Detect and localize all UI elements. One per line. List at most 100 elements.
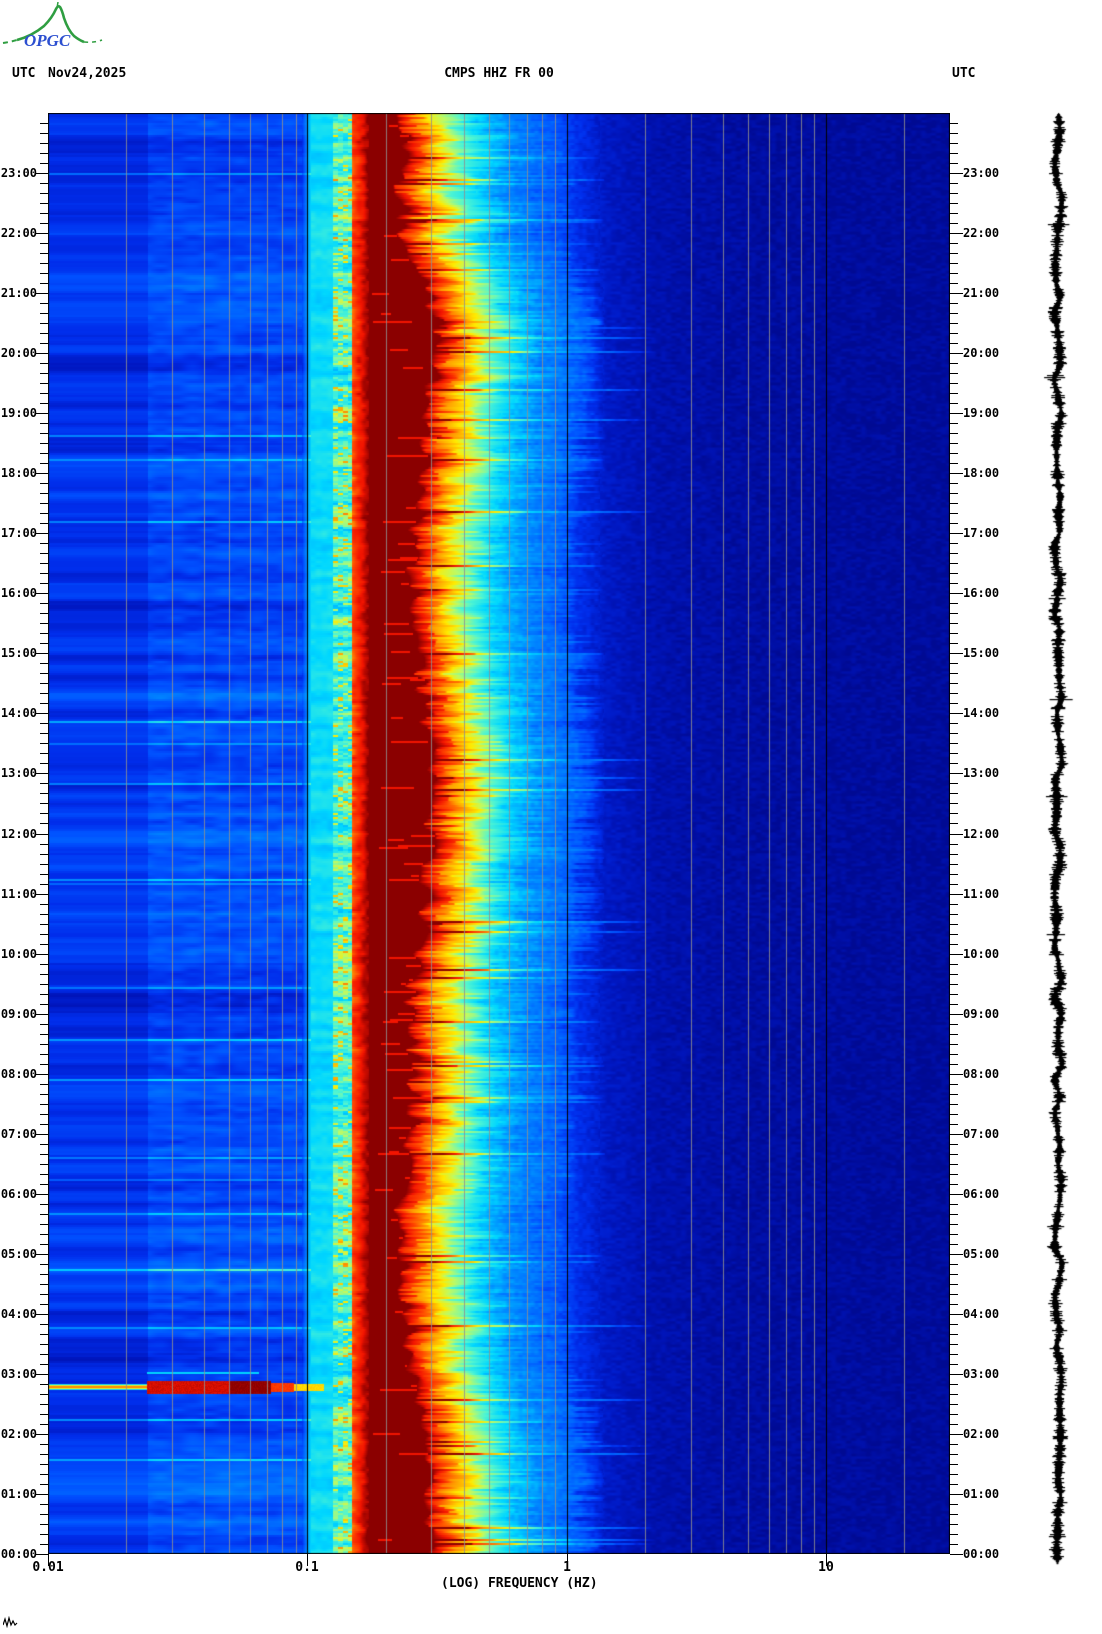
axis-tick (950, 994, 958, 995)
axis-tick (950, 1274, 958, 1275)
axis-tick (950, 984, 958, 985)
axis-tick (40, 1544, 48, 1545)
axis-tick (40, 553, 48, 554)
axis-tick (40, 994, 48, 995)
axis-tick (950, 753, 958, 754)
axis-tick (40, 323, 48, 324)
hour-label-right: 17:00 (963, 526, 1000, 540)
axis-tick (950, 363, 958, 364)
axis-tick (950, 793, 958, 794)
axis-tick (950, 1074, 963, 1075)
axis-tick (950, 603, 958, 604)
axis-tick (950, 1534, 958, 1535)
hour-label-right: 16:00 (963, 586, 1000, 600)
axis-tick (35, 1434, 48, 1435)
axis-tick (40, 854, 48, 855)
axis-tick (40, 984, 48, 985)
axis-tick (40, 213, 48, 214)
axis-tick (950, 223, 958, 224)
axis-tick (950, 183, 958, 184)
hour-label-left: 12:00 (0, 827, 37, 841)
logo-mountain-path (16, 5, 85, 44)
axis-tick (40, 453, 48, 454)
axis-tick (40, 203, 48, 204)
axis-tick (40, 1244, 48, 1245)
axis-tick (950, 844, 958, 845)
axis-tick (950, 513, 958, 514)
axis-tick (40, 303, 48, 304)
hour-label-left: 08:00 (0, 1067, 37, 1081)
hour-label-right: 15:00 (963, 646, 1000, 660)
axis-tick (35, 173, 48, 174)
axis-tick (40, 783, 48, 784)
spectrogram-heatmap (48, 113, 950, 1554)
logo-mountain-right-dash (83, 39, 103, 44)
axis-tick (950, 1504, 958, 1505)
page-title: CMPS HHZ FR 00 (444, 66, 554, 81)
axis-tick (307, 1554, 308, 1566)
axis-tick (40, 633, 48, 634)
hour-label-left: 23:00 (0, 166, 37, 180)
axis-tick (40, 743, 48, 744)
axis-tick (35, 353, 48, 354)
axis-tick (950, 453, 958, 454)
x-axis-title: (LOG) FREQUENCY (HZ) (441, 1576, 598, 1591)
axis-tick (40, 1334, 48, 1335)
axis-tick (950, 1134, 963, 1135)
axis-tick (40, 163, 48, 164)
axis-tick (40, 1404, 48, 1405)
hour-label-right: 12:00 (963, 827, 1000, 841)
axis-tick (950, 1154, 958, 1155)
axis-tick (40, 143, 48, 144)
axis-tick (950, 1404, 958, 1405)
axis-tick (950, 613, 958, 614)
axis-tick (35, 834, 48, 835)
axis-tick (40, 884, 48, 885)
axis-tick (40, 1144, 48, 1145)
axis-tick (950, 1164, 958, 1165)
axis-tick (950, 333, 958, 334)
hour-label-right: 02:00 (963, 1427, 1000, 1441)
axis-tick (950, 1124, 958, 1125)
axis-tick (40, 513, 48, 514)
hour-label-right: 13:00 (963, 766, 1000, 780)
hour-label-left: 00:00 (0, 1547, 37, 1561)
axis-tick (40, 1274, 48, 1275)
axis-tick (40, 1304, 48, 1305)
axis-tick (950, 1384, 958, 1385)
axis-tick (950, 193, 958, 194)
axis-tick (35, 1554, 48, 1555)
axis-tick (40, 1324, 48, 1325)
axis-tick (40, 193, 48, 194)
axis-tick (950, 153, 958, 154)
axis-tick (950, 1014, 963, 1015)
axis-tick (950, 463, 958, 464)
axis-tick (950, 1314, 963, 1315)
axis-tick (40, 603, 48, 604)
axis-tick (40, 133, 48, 134)
axis-tick (40, 543, 48, 544)
axis-tick (950, 1204, 958, 1205)
axis-tick (950, 1394, 958, 1395)
axis-tick (40, 403, 48, 404)
axis-tick (950, 1214, 958, 1215)
axis-tick (40, 1444, 48, 1445)
axis-tick (950, 1184, 958, 1185)
axis-tick (40, 1104, 48, 1105)
axis-tick (950, 733, 958, 734)
axis-tick (40, 423, 48, 424)
axis-tick (40, 844, 48, 845)
hour-label-left: 22:00 (0, 226, 37, 240)
axis-tick (950, 1374, 963, 1375)
axis-tick (40, 1284, 48, 1285)
axis-tick (950, 1194, 963, 1195)
hour-label-right: 10:00 (963, 947, 1000, 961)
hour-label-right: 09:00 (963, 1007, 1000, 1021)
axis-tick (950, 743, 958, 744)
axis-tick (950, 213, 958, 214)
hour-label-left: 03:00 (0, 1367, 37, 1381)
axis-tick (40, 1024, 48, 1025)
axis-tick (40, 1294, 48, 1295)
axis-tick (950, 1444, 958, 1445)
freq-tick-label: 10 (818, 1560, 834, 1575)
